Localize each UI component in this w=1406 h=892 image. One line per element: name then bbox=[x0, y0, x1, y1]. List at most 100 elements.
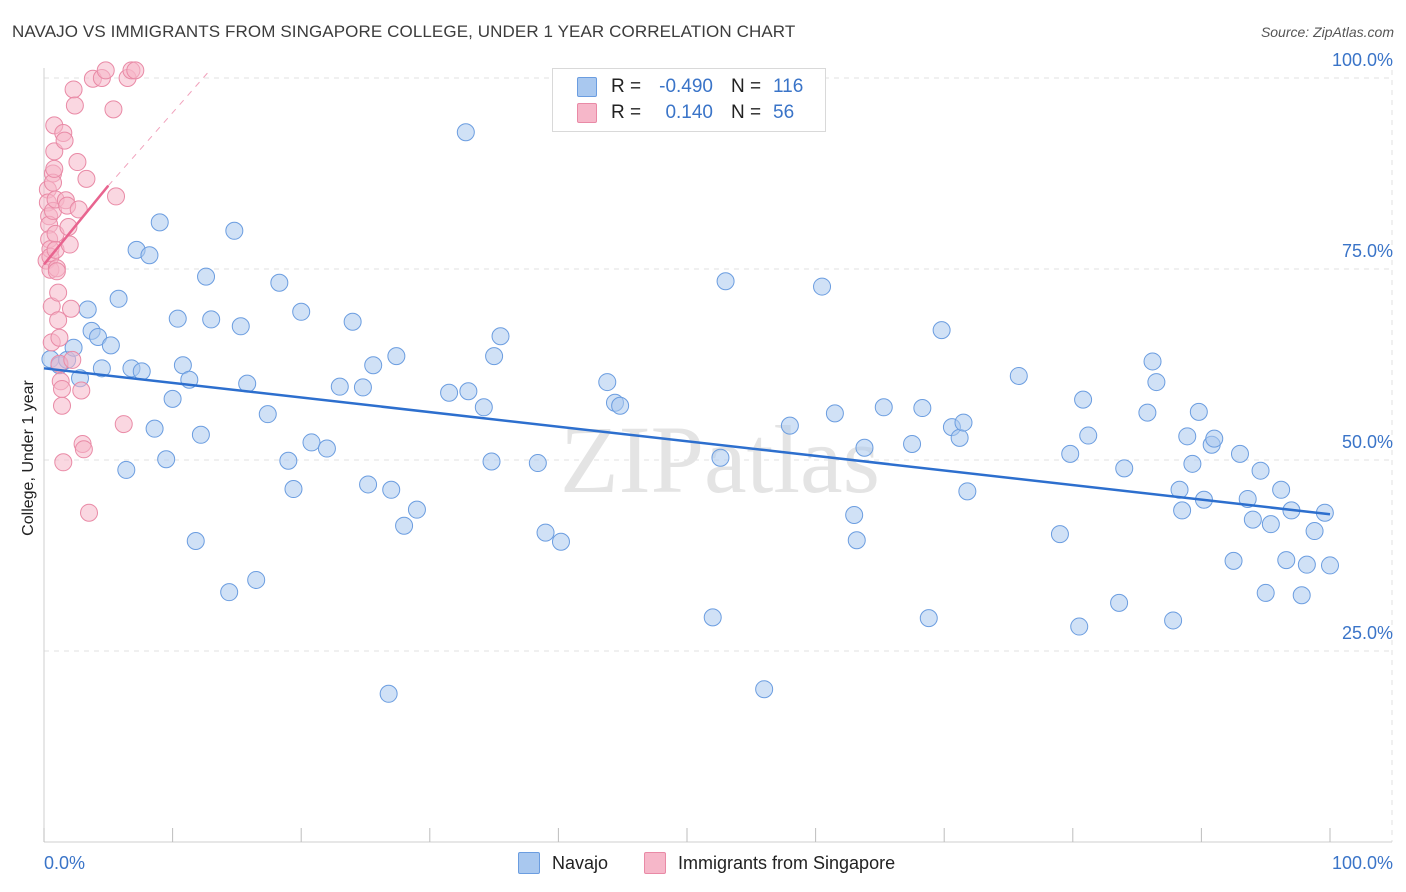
navajo-point bbox=[491, 327, 510, 346]
navajo-point bbox=[474, 398, 493, 417]
navajo-point bbox=[1297, 555, 1316, 574]
navajo-point bbox=[1079, 426, 1098, 445]
legend-item-navajo[interactable]: Navajo bbox=[518, 852, 608, 874]
navajo-point bbox=[780, 416, 799, 435]
navajo-point bbox=[168, 309, 187, 328]
navajo-point bbox=[845, 506, 864, 525]
x-tick-label: 0.0% bbox=[44, 853, 85, 873]
navajo-point bbox=[1164, 611, 1183, 630]
navajo-point bbox=[919, 609, 938, 628]
navajo-point bbox=[258, 405, 277, 424]
navajo-point bbox=[163, 389, 182, 408]
singapore-point bbox=[74, 440, 93, 459]
navajo-n-label: N = bbox=[731, 76, 762, 97]
navajo-point bbox=[711, 448, 730, 467]
navajo-point bbox=[485, 347, 504, 366]
singapore-point bbox=[49, 283, 68, 302]
singapore-point bbox=[62, 299, 81, 318]
legend-item-singapore[interactable]: Immigrants from Singapore bbox=[644, 852, 895, 874]
singapore-point bbox=[53, 379, 72, 398]
singapore-point bbox=[126, 61, 145, 80]
navajo-point bbox=[225, 221, 244, 240]
navajo-point bbox=[1115, 459, 1134, 478]
navajo-point bbox=[536, 523, 555, 542]
navajo-point bbox=[1173, 501, 1192, 520]
singapore-point bbox=[53, 396, 72, 415]
navajo-n-value: 116 bbox=[773, 76, 804, 97]
navajo-point bbox=[1224, 551, 1243, 570]
navajo-point bbox=[1050, 525, 1069, 544]
grid-lines bbox=[44, 70, 1393, 842]
navajo-point bbox=[109, 289, 128, 308]
singapore-point bbox=[68, 153, 87, 172]
navajo-point bbox=[1009, 366, 1028, 385]
trend-lines bbox=[43, 68, 1331, 516]
navajo-point bbox=[78, 300, 97, 319]
navajo-point bbox=[395, 516, 414, 535]
navajo-point bbox=[1292, 586, 1311, 605]
singapore-point bbox=[72, 381, 91, 400]
singapore-r-label: R = bbox=[611, 102, 642, 123]
navajo-point bbox=[1070, 617, 1089, 636]
navajo-point bbox=[145, 419, 164, 438]
navajo-point bbox=[191, 425, 210, 444]
navajo-point bbox=[379, 684, 398, 703]
navajo-point bbox=[150, 213, 169, 232]
navajo-point bbox=[456, 123, 475, 142]
navajo-point bbox=[247, 570, 266, 589]
singapore-legend-label: Immigrants from Singapore bbox=[678, 852, 896, 873]
tick-labels: 25.0% 50.0% 75.0% 100.0% 0.0% 100.0% bbox=[44, 50, 1393, 873]
navajo-point bbox=[1256, 583, 1275, 602]
navajo-point bbox=[364, 356, 383, 375]
navajo-point bbox=[1189, 402, 1208, 421]
navajo-point bbox=[117, 460, 136, 479]
navajo-point bbox=[913, 399, 932, 418]
navajo-point bbox=[950, 428, 969, 447]
navajo-point bbox=[353, 378, 372, 397]
x-tick-label: 100.0% bbox=[1332, 853, 1393, 873]
navajo-point bbox=[387, 347, 406, 366]
y-tick-label: 50.0% bbox=[1342, 432, 1393, 452]
singapore-point bbox=[80, 503, 99, 522]
navajo-point bbox=[186, 531, 205, 550]
legend-row-navajo: R = -0.490 N = 116 bbox=[577, 75, 803, 99]
navajo-point bbox=[157, 450, 176, 469]
navajo-legend-label: Navajo bbox=[552, 852, 609, 873]
navajo-point bbox=[855, 438, 874, 457]
navajo-point bbox=[551, 532, 570, 551]
navajo-point bbox=[292, 302, 311, 321]
navajo-trend-line bbox=[43, 367, 1331, 516]
y-axis-title: College, Under 1 year bbox=[20, 380, 37, 536]
navajo-point bbox=[1074, 390, 1093, 409]
navajo-point bbox=[359, 475, 378, 494]
navajo-point bbox=[1147, 373, 1166, 392]
chart-title: NAVAJO VS IMMIGRANTS FROM SINGAPORE COLL… bbox=[12, 22, 796, 41]
navajo-point bbox=[1251, 461, 1270, 480]
navajo-point bbox=[330, 377, 349, 396]
singapore-point bbox=[63, 350, 82, 369]
navajo-point bbox=[1321, 556, 1339, 575]
navajo-point bbox=[813, 277, 832, 296]
navajo-point bbox=[140, 246, 159, 265]
navajo-point bbox=[202, 310, 221, 329]
navajo-point bbox=[382, 480, 401, 499]
navajo-point bbox=[528, 454, 547, 473]
navajo-point bbox=[1277, 551, 1296, 570]
singapore-swatch bbox=[577, 103, 597, 123]
navajo-point bbox=[1243, 510, 1262, 529]
source-credit: Source: ZipAtlas.com bbox=[1260, 24, 1394, 40]
navajo-point bbox=[343, 312, 362, 331]
navajo-point bbox=[459, 382, 478, 401]
navajo-r-label: R = bbox=[611, 76, 642, 97]
navajo-point bbox=[598, 373, 617, 392]
navajo-series bbox=[41, 123, 1339, 703]
singapore-point bbox=[69, 200, 88, 219]
navajo-point bbox=[1272, 480, 1291, 499]
navajo-point bbox=[89, 327, 108, 346]
navajo-point bbox=[1205, 429, 1224, 448]
y-tick-label: 100.0% bbox=[1332, 50, 1393, 70]
singapore-n-label: N = bbox=[731, 102, 762, 123]
singapore-point bbox=[96, 61, 115, 80]
navajo-point bbox=[1143, 352, 1162, 371]
navajo-point bbox=[279, 451, 298, 470]
